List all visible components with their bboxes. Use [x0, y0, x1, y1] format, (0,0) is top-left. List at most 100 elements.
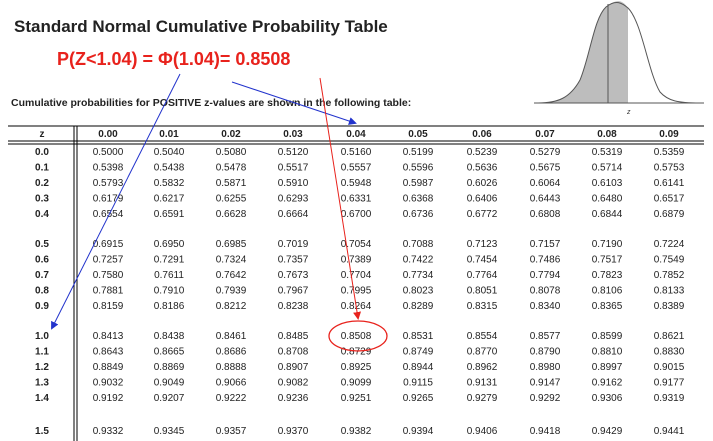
table-cell: 0.8749	[403, 347, 434, 358]
table-cell: 0.5080	[216, 147, 247, 158]
row-z-label: 0.9	[35, 301, 49, 312]
table-cell: 0.9222	[216, 393, 247, 404]
column-header: 0.03	[283, 129, 303, 140]
table-cell: 0.7852	[654, 270, 685, 281]
table-cell: 0.8413	[93, 331, 124, 342]
table-cell: 0.6103	[592, 178, 623, 189]
table-cell: 0.8389	[654, 301, 685, 312]
table-cell: 0.7995	[341, 286, 372, 297]
row-z-label: 0.8	[35, 286, 49, 297]
table-cell: 0.7357	[278, 255, 309, 266]
shaded-area	[538, 1, 628, 103]
table-cell: 0.9162	[592, 378, 623, 389]
table-cell: 0.7054	[341, 239, 372, 250]
table-cell: 0.9279	[467, 393, 498, 404]
table-cell: 0.7704	[341, 270, 372, 281]
row-z-label: 0.5	[35, 239, 49, 250]
table-cell: 0.8810	[592, 347, 623, 358]
table-cell: 0.8869	[154, 362, 185, 373]
table-cell: 0.9032	[93, 378, 124, 389]
table-cell: 0.7257	[93, 255, 124, 266]
row-z-label: 0.0	[35, 147, 49, 158]
table-cell: 0.7580	[93, 270, 124, 281]
row-z-label: 0.7	[35, 270, 49, 281]
table-cell: 0.7967	[278, 286, 309, 297]
table-cell: 0.7291	[154, 255, 185, 266]
table-cell: 0.9147	[530, 378, 561, 389]
table-cell: 0.7642	[216, 270, 247, 281]
table-cell: 0.8051	[467, 286, 498, 297]
row-z-label: 1.0	[35, 331, 49, 342]
table-cell: 0.8133	[654, 286, 685, 297]
table-cell: 0.8790	[530, 347, 561, 358]
bell-curve	[537, 1, 701, 104]
table-cell: 0.5832	[154, 178, 185, 189]
table-cell: 0.5000	[93, 147, 124, 158]
table-cell: 0.8962	[467, 362, 498, 373]
row-z-label: 0.4	[35, 209, 49, 220]
table-cell: 0.6664	[278, 209, 309, 220]
table-cell: 0.6736	[403, 209, 434, 220]
table-cell: 0.9207	[154, 393, 185, 404]
table-cell: 0.7673	[278, 270, 309, 281]
table-cell: 0.8849	[93, 362, 124, 373]
row-z-label: 0.6	[35, 255, 49, 266]
table-cell: 0.8997	[592, 362, 623, 373]
row-z-label: 1.1	[35, 347, 49, 358]
table-cell: 0.6406	[467, 194, 498, 205]
table-cell: 0.8665	[154, 347, 185, 358]
table-cell: 0.7939	[216, 286, 247, 297]
table-cell: 0.5596	[403, 163, 434, 174]
table-cell: 0.9177	[654, 378, 685, 389]
table-cell: 0.6293	[278, 194, 309, 205]
table-cell: 0.9332	[93, 426, 124, 437]
row-z-label: 1.2	[35, 362, 49, 373]
table-cell: 0.9099	[341, 378, 372, 389]
table-cell: 0.6331	[341, 194, 372, 205]
table-cell: 0.8888	[216, 362, 247, 373]
table-cell: 0.8238	[278, 301, 309, 312]
table-cell: 0.8925	[341, 362, 372, 373]
table-cell: 0.8531	[403, 331, 434, 342]
table-cell: 0.8461	[216, 331, 247, 342]
table-cell: 0.9131	[467, 378, 498, 389]
z-header: z	[40, 129, 45, 140]
table-cell: 0.7517	[592, 255, 623, 266]
table-cell: 0.5319	[592, 147, 623, 158]
table-cell: 0.8315	[467, 301, 498, 312]
table-cell: 0.8599	[592, 331, 623, 342]
table-cell: 0.8577	[530, 331, 561, 342]
table-cell: 0.9382	[341, 426, 372, 437]
table-cell: 0.5910	[278, 178, 309, 189]
table-cell: 0.5359	[654, 147, 685, 158]
table-cell: 0.8729	[341, 347, 372, 358]
table-cell: 0.6772	[467, 209, 498, 220]
table-cell: 0.8485	[278, 331, 309, 342]
column-header: 0.05	[408, 129, 428, 140]
table-cell: 0.9115	[403, 378, 433, 389]
table-cell: 0.6915	[93, 239, 124, 250]
row-z-label: 0.2	[35, 178, 49, 189]
table-cell: 0.7823	[592, 270, 623, 281]
column-header: 0.08	[597, 129, 617, 140]
table-cell: 0.9066	[216, 378, 247, 389]
table-cell: 0.9292	[530, 393, 561, 404]
table-cell: 0.5793	[93, 178, 124, 189]
table-cell: 0.6879	[654, 209, 685, 220]
highlighted-value-cell: 0.8508	[341, 331, 372, 342]
column-header: 0.04	[346, 129, 366, 140]
table-cell: 0.6517	[654, 194, 685, 205]
table-cell: 0.8023	[403, 286, 434, 297]
table-cell: 0.5948	[341, 178, 372, 189]
table-cell: 0.9319	[654, 393, 685, 404]
table-cell: 0.6141	[654, 178, 685, 189]
table-cell: 0.8770	[467, 347, 498, 358]
table-cell: 0.9429	[592, 426, 623, 437]
table-cell: 0.9265	[403, 393, 434, 404]
table-cell: 0.6950	[154, 239, 185, 250]
table-cell: 0.6217	[154, 194, 185, 205]
table-cell: 0.6255	[216, 194, 247, 205]
table-cell: 0.6808	[530, 209, 561, 220]
table-cell: 0.8438	[154, 331, 185, 342]
table-cell: 0.8186	[154, 301, 185, 312]
